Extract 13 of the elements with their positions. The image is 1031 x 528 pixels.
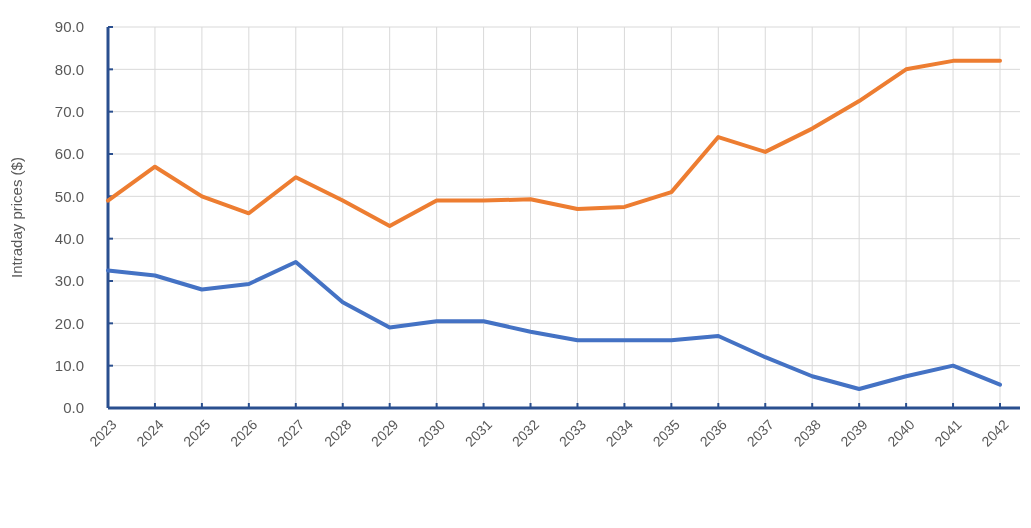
y-tick-label: 30.0 (54, 272, 84, 290)
y-tick-label: 90.0 (54, 18, 84, 36)
y-tick-label: 70.0 (54, 102, 84, 120)
line-series (106, 259, 1002, 391)
y-tick-label: 80.0 (54, 60, 84, 78)
y-tick-label: 0.0 (63, 399, 84, 417)
y-tick-label: 20.0 (54, 314, 84, 332)
y-tick-label: 40.0 (54, 229, 84, 247)
line-series (106, 58, 1002, 228)
y-tick-label: 10.0 (54, 356, 84, 374)
y-tick-label: 50.0 (54, 187, 84, 205)
y-tick-label: 60.0 (54, 145, 84, 163)
y-axis-title: Intraday prices ($) (8, 157, 25, 278)
